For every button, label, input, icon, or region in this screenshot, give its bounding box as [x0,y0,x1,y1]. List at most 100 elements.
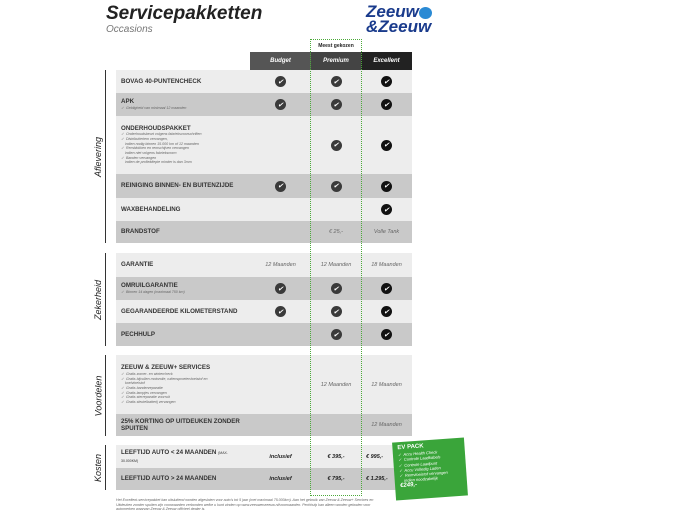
cell: Volle Tank [373,229,400,235]
cell: ✔ [361,198,412,221]
table-row: OMRUILGARANTIE ✓ Binnen 14 dagen (maximaa… [116,277,412,300]
section-zekerheid: Zekerheid [90,253,106,346]
cell: ✔ [361,277,412,300]
row-detail: indien de profieldiepte minder is dan 3m… [121,160,192,165]
cell: 12 Maanden [265,262,296,268]
cell: € 395,- [327,453,345,460]
row-label-cell: REINIGING BINNEN- EN BUITENZIJDE [116,174,250,198]
cell: inclusief [269,453,292,460]
table-row: BOVAG 40-PUNTENCHECK ✔ ✔ ✔ [116,70,412,93]
row-label-cell: WAXBEHANDELING [116,198,250,221]
logo-line2: &Zeeuw [366,17,432,36]
row-label-note: (MAX. 30.000KM) [121,451,228,463]
section-bracket [105,253,106,346]
cell: 12 Maanden [320,381,352,388]
table-row: PECHHULP ✔ ✔ [116,323,412,346]
cell: ✔ [311,70,361,93]
page-title: Servicepakketten [106,3,263,24]
cell: ✔ [361,116,412,174]
row-label: BRANDSTOF [121,228,160,236]
table-row: REINIGING BINNEN- EN BUITENZIJDE ✔ ✔ ✔ [116,174,412,198]
row-label-cell: BRANDSTOF [116,221,250,243]
cell [250,323,311,346]
row-label: BOVAG 40-PUNTENCHECK [121,77,202,85]
row-detail: koelvloeistof [121,381,145,386]
table-row: GARANTIE 12 Maanden 12 Maanden 18 Maanden [116,253,412,277]
column-header-excellent: Excellent [361,52,412,70]
section-bracket [105,355,106,436]
row-label-cell: GARANTIE [116,253,250,277]
check-icon: ✔ [381,99,392,110]
cell: ✔ [311,323,361,346]
row-label: OMRUILGARANTIE [121,282,178,290]
table-row: BRANDSTOF € 25,- Volle Tank [116,221,412,243]
column-header-budget: Budget [250,52,311,70]
cell: ✔ [311,116,361,174]
cell [250,414,311,436]
table-row: ZEEUW & ZEEUW+ SERVICES ✓ Gratis zomer- e… [116,355,412,414]
cell [250,198,311,221]
row-detail: indien nodig binnen 15.000 km of 12 maan… [121,141,199,146]
cell: ✔ [250,93,311,116]
cell: 12 Maanden [371,381,402,388]
check-icon: ✔ [381,76,392,87]
table-row: 25% KORTING OP UITDEUKEN ZONDER SPUITEN 1… [116,414,412,436]
row-label: REINIGING BINNEN- EN BUITENZIJDE [121,182,234,190]
cell: ✔ [311,300,361,323]
row-label-cell: ZEEUW & ZEEUW+ SERVICES ✓ Gratis zomer- e… [116,355,250,414]
row-detail: ✓ Onderhoudsbeurt volgens fabrieksvoorsc… [121,132,202,137]
table-row: LEEFTIJD AUTO < 24 MAANDEN (MAX. 30.000K… [116,445,412,468]
cell: 12 Maanden [371,422,402,428]
check-icon: ✔ [381,306,392,317]
row-detail: ✓ Gratis bandenreparatie [121,385,163,390]
check-icon: ✔ [330,99,342,110]
row-label: ZEEUW & ZEEUW+ SERVICES [121,364,211,372]
row-detail: indien niet volgens fabrieksnorm [121,151,177,156]
cell: ✔ [311,174,361,198]
check-icon: ✔ [275,283,286,294]
cell: ✔ [250,174,311,198]
row-label-cell: PECHHULP [116,323,250,346]
row-label: PECHHULP [121,330,156,338]
check-icon: ✔ [330,306,342,317]
cell: ✔ [361,174,412,198]
row-label: APK [121,98,135,106]
row-label-cell: GEGARANDEERDE KILOMETERSTAND [116,300,250,323]
section-aflevering: Aflevering [90,70,106,243]
row-label: GARANTIE [121,261,154,269]
cell [311,198,361,221]
row-detail: ✓ Gratis zomer- en wintercheck [121,371,173,376]
check-icon: ✔ [330,76,342,87]
row-label-cell: LEEFTIJD AUTO > 24 MAANDEN [116,468,250,490]
cell: € 25,- [328,229,344,235]
logo-z-icon [418,6,432,19]
cell: € 795,- [327,476,345,482]
section-bracket [105,445,106,490]
table-row: GEGARANDEERDE KILOMETERSTAND ✔ ✔ ✔ [116,300,412,323]
check-icon: ✔ [275,180,286,192]
cell: inclusief [269,476,292,482]
zeeuw-logo: Zeeuw &Zeeuw [366,2,432,36]
cell: ✔ [361,93,412,116]
row-label: LEEFTIJD AUTO < 24 MAANDEN [121,449,217,457]
row-label-cell: 25% KORTING OP UITDEUKEN ZONDER SPUITEN [116,414,250,436]
row-label: 25% KORTING OP UITDEUKEN ZONDER SPUITEN [121,417,240,432]
row-detail: ✓ Gratis lampjes vervangen [121,390,167,395]
logo-line1: Zeeuw [366,2,419,21]
check-icon: ✔ [330,329,342,340]
check-icon: ✔ [381,180,392,192]
cell: 18 Maanden [371,262,402,268]
row-label-cell: ONDERHOUDSPAKKET ✓ Onderhoudsbeurt volgen… [116,116,250,174]
section-label: Zekerheid [93,279,103,320]
cell: ✔ [361,323,412,346]
check-icon: ✔ [381,283,392,294]
check-icon: ✔ [275,99,286,110]
cell: ✔ [250,300,311,323]
row-detail: ✓ Gratis bijvullen motorolie, ruitenspro… [121,376,208,381]
row-detail: ✓ Binnen 14 dagen (maximaal 750 km) [121,289,185,294]
check-icon: ✔ [275,76,286,87]
check-icon: ✔ [330,139,342,151]
cell: ✔ [250,277,311,300]
check-icon: ✔ [381,139,392,151]
cell: ✔ [311,277,361,300]
